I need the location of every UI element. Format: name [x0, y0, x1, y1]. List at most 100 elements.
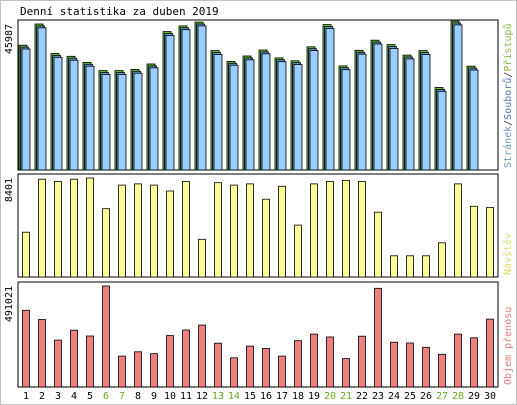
- panel-series-label-traffic: Stránek/Souborů/Přístupů: [502, 23, 514, 168]
- bar-visits-day-1: [22, 231, 30, 278]
- bar-traffic-day-21: [341, 69, 351, 171]
- x-tick-label: 27: [436, 391, 448, 402]
- x-tick-label: 18: [292, 391, 304, 402]
- bar-traffic-day-16: [261, 53, 271, 171]
- bar-bytes-day-26: [422, 346, 430, 388]
- bar-bytes-day-12: [198, 324, 206, 388]
- x-tick-label: 2: [39, 391, 45, 402]
- bar-traffic-day-2: [37, 27, 47, 171]
- x-tick-label: 14: [228, 391, 240, 402]
- bar-bytes-day-10: [166, 335, 174, 388]
- x-tick-label: 16: [260, 391, 272, 402]
- bar-bytes-day-8: [134, 351, 142, 388]
- bar-bytes-day-7: [118, 355, 126, 388]
- bar-bytes-day-27: [438, 353, 446, 388]
- bar-bytes-day-6: [102, 285, 110, 388]
- bar-bytes-day-24: [390, 341, 398, 388]
- chart-title: Denní statistika za duben 2019: [20, 5, 219, 18]
- bar-traffic-day-22: [357, 53, 367, 171]
- bar-bytes-day-3: [54, 339, 62, 388]
- series-label-part: Objem přenosu: [502, 307, 514, 385]
- bar-traffic-day-28: [453, 24, 463, 171]
- series-traffic-2: [21, 24, 479, 171]
- bar-visits-day-17: [278, 185, 286, 278]
- series-visits-0: [22, 177, 494, 278]
- x-tick-label: 4: [71, 391, 77, 402]
- bar-bytes-day-25: [406, 342, 414, 388]
- x-tick-label: 9: [151, 391, 157, 402]
- bar-bytes-day-30: [486, 318, 494, 388]
- x-tick-label: 3: [55, 391, 61, 402]
- x-tick-label: 11: [180, 391, 192, 402]
- bar-visits-day-30: [486, 207, 494, 278]
- x-tick-label: 5: [87, 391, 93, 402]
- bar-visits-day-20: [326, 181, 334, 278]
- bar-visits-day-27: [438, 242, 446, 278]
- bar-bytes-day-15: [246, 345, 254, 388]
- bar-traffic-day-4: [69, 59, 79, 171]
- x-tick-label: 25: [404, 391, 416, 402]
- bar-visits-day-4: [70, 178, 78, 278]
- series-label-part: /: [503, 120, 514, 126]
- bar-visits-day-25: [406, 255, 414, 278]
- x-tick-label: 21: [340, 391, 352, 402]
- panel-ymax-label-bytes: 491021: [4, 286, 15, 322]
- series-label-part: Souborů: [502, 78, 514, 120]
- series-label-part: Přístupů: [502, 23, 514, 71]
- x-tick-label: 29: [468, 391, 480, 402]
- bar-traffic-day-18: [293, 64, 303, 171]
- bar-traffic-day-6: [101, 74, 111, 171]
- x-tick-label: 19: [308, 391, 320, 402]
- bar-bytes-day-18: [294, 340, 302, 388]
- bar-traffic-day-1: [21, 48, 31, 171]
- bar-traffic-day-7: [117, 74, 127, 171]
- bar-traffic-day-12: [197, 25, 207, 171]
- panel-visits: 8401 Návštěv: [4, 173, 514, 278]
- bar-visits-day-3: [54, 181, 62, 278]
- series-label-part: Návštěv: [502, 233, 514, 275]
- series-label-part: /: [503, 72, 514, 78]
- bar-traffic-day-24: [389, 48, 399, 171]
- bar-traffic-day-11: [181, 29, 191, 171]
- bar-bytes-day-23: [374, 287, 382, 388]
- series-bytes-0: [22, 285, 494, 388]
- bar-bytes-day-11: [182, 329, 190, 388]
- bar-bytes-day-1: [22, 309, 30, 388]
- bar-visits-day-2: [38, 178, 46, 278]
- panel-frame-bytes: [17, 281, 499, 388]
- bar-traffic-day-10: [165, 35, 175, 171]
- panel-ymax-label-visits: 8401: [4, 178, 15, 202]
- bar-bytes-day-21: [342, 358, 350, 388]
- bar-bytes-day-28: [454, 333, 462, 388]
- x-tick-label: 10: [164, 391, 176, 402]
- x-tick-label: 20: [324, 391, 336, 402]
- bar-bytes-day-16: [262, 348, 270, 388]
- bar-visits-day-26: [422, 255, 430, 278]
- bar-bytes-day-9: [150, 353, 158, 388]
- bar-traffic-day-5: [85, 65, 95, 171]
- x-tick-label: 28: [452, 391, 464, 402]
- x-tick-label: 17: [276, 391, 288, 402]
- x-tick-label: 8: [135, 391, 141, 402]
- bar-bytes-day-2: [38, 319, 46, 388]
- bar-visits-day-22: [358, 181, 366, 278]
- bar-traffic-day-23: [373, 43, 383, 171]
- bar-bytes-day-13: [214, 342, 222, 388]
- bar-visits-day-19: [310, 183, 318, 278]
- bar-traffic-day-15: [245, 59, 255, 171]
- bar-bytes-day-20: [326, 336, 334, 388]
- bar-visits-day-10: [166, 190, 174, 278]
- x-tick-label: 24: [388, 391, 400, 402]
- x-tick-label: 13: [212, 391, 224, 402]
- bar-visits-day-29: [470, 205, 478, 278]
- x-tick-label: 12: [196, 391, 208, 402]
- bar-visits-day-8: [134, 183, 142, 278]
- bar-traffic-day-8: [133, 72, 143, 171]
- bar-bytes-day-14: [230, 357, 238, 388]
- bar-visits-day-11: [182, 181, 190, 278]
- x-tick-label: 22: [356, 391, 368, 402]
- bar-traffic-day-27: [437, 90, 447, 171]
